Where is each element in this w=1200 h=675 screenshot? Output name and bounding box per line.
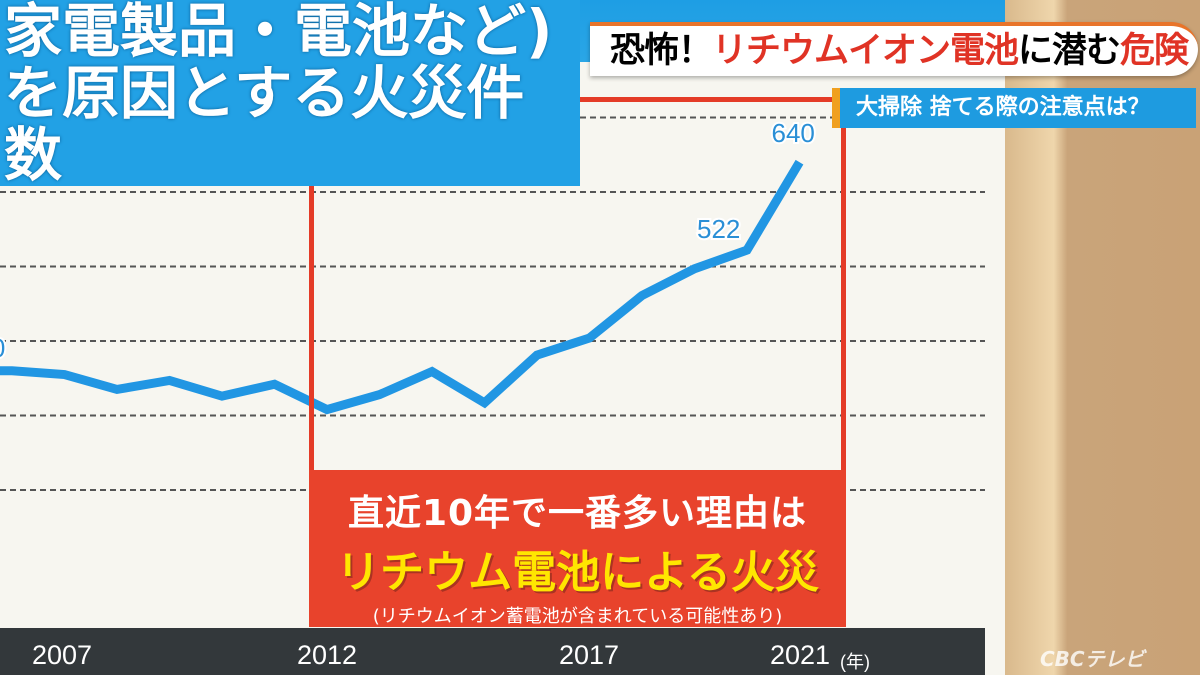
highlight-panel: 直近10年で一番多い理由は リチウム電池による火災 (リチウムイオン蓄電池が含ま… (309, 470, 846, 627)
line-chart: 360 522 640 (0, 116, 985, 491)
caption-prefix: 恐怖！ (610, 31, 713, 71)
highlight-line2: リチウム電池による火災 (336, 547, 819, 598)
x-unit-label: (年) (840, 652, 870, 672)
caption-red2: 危険 (1120, 31, 1189, 71)
highlight-line3: (リチウムイオン蓄電池が含まれている可能性あり) (372, 606, 783, 627)
news-subcaption: 大掃除 捨てる際の注意点は？ (832, 88, 1196, 128)
highlight-line1: 直近10年で一番多い理由は (347, 493, 808, 534)
data-label: 640 (772, 118, 815, 148)
caption-mid: に潜む (1018, 31, 1121, 71)
x-tick-label: 2021 (770, 640, 831, 670)
data-label: 522 (697, 214, 740, 244)
x-tick-label: 2007 (32, 640, 93, 670)
x-tick-label: 2012 (297, 640, 358, 670)
news-caption: 恐怖！リチウムイオン電池に潜む危険 (590, 22, 1199, 76)
board-title: 家電製品・電池など)を原因とする火災件数 (0, 0, 580, 186)
data-label: 360 (0, 333, 5, 363)
channel-logo: CBCテレビ (1040, 647, 1145, 671)
x-axis-band (0, 628, 985, 675)
caption-red1: リチウムイオン電池 (712, 31, 1019, 71)
x-tick-label: 2017 (559, 640, 620, 670)
